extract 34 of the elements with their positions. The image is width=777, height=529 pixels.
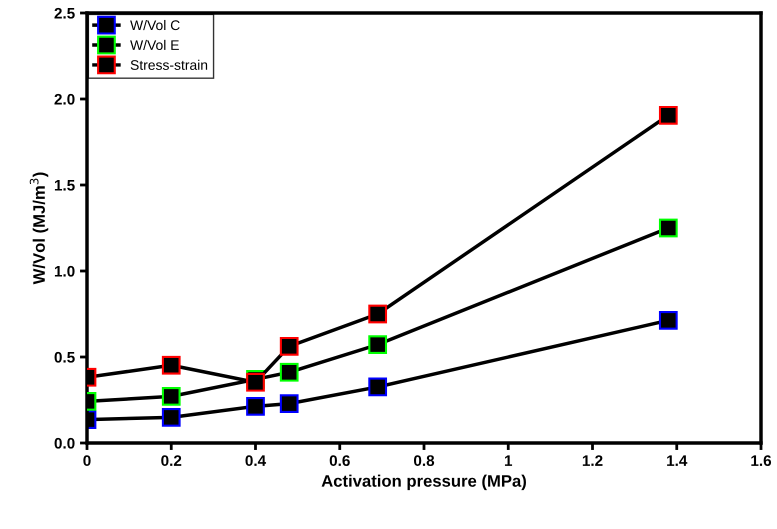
point xyxy=(162,387,181,406)
y-tick-label: 0.0 xyxy=(54,438,75,449)
point xyxy=(162,408,181,427)
point xyxy=(658,106,678,125)
point xyxy=(658,218,678,238)
point xyxy=(368,378,388,396)
point xyxy=(246,396,265,416)
y-tick-label: 2.0 xyxy=(54,94,75,105)
x-tick-label: 1 xyxy=(504,455,512,466)
y-tick-label: 0.5 xyxy=(54,352,75,363)
y-tick-label: 1.0 xyxy=(54,266,75,277)
point xyxy=(368,335,388,354)
x-tick-label: 0 xyxy=(83,455,91,466)
legend-label: W/Vol E xyxy=(130,40,179,50)
x-tick-label: 0.2 xyxy=(161,455,182,466)
x-tick-label: 1.4 xyxy=(667,455,688,466)
y-tick-label: 1.5 xyxy=(54,180,75,191)
point xyxy=(280,362,299,382)
x-tick-label: 1.6 xyxy=(751,455,772,466)
y-axis-title: W/Vol (MJ/m$^{3}$) xyxy=(30,172,48,284)
point xyxy=(246,372,265,392)
point xyxy=(368,304,388,324)
x-tick-label: 1.2 xyxy=(582,455,603,466)
point xyxy=(162,356,181,375)
y-tick-label: 2.5 xyxy=(54,8,75,19)
x-tick-label: 0.4 xyxy=(245,455,266,466)
x-tick-label: 0.8 xyxy=(414,455,434,466)
legend-label: W/Vol C xyxy=(130,20,180,30)
x-axis-title: Activation pressure (MPa) xyxy=(322,474,526,490)
x-tick-label: 0.6 xyxy=(330,455,350,466)
point xyxy=(280,394,299,413)
point xyxy=(280,336,299,356)
point xyxy=(658,310,678,330)
legend-label: Stress-strain xyxy=(130,60,208,70)
